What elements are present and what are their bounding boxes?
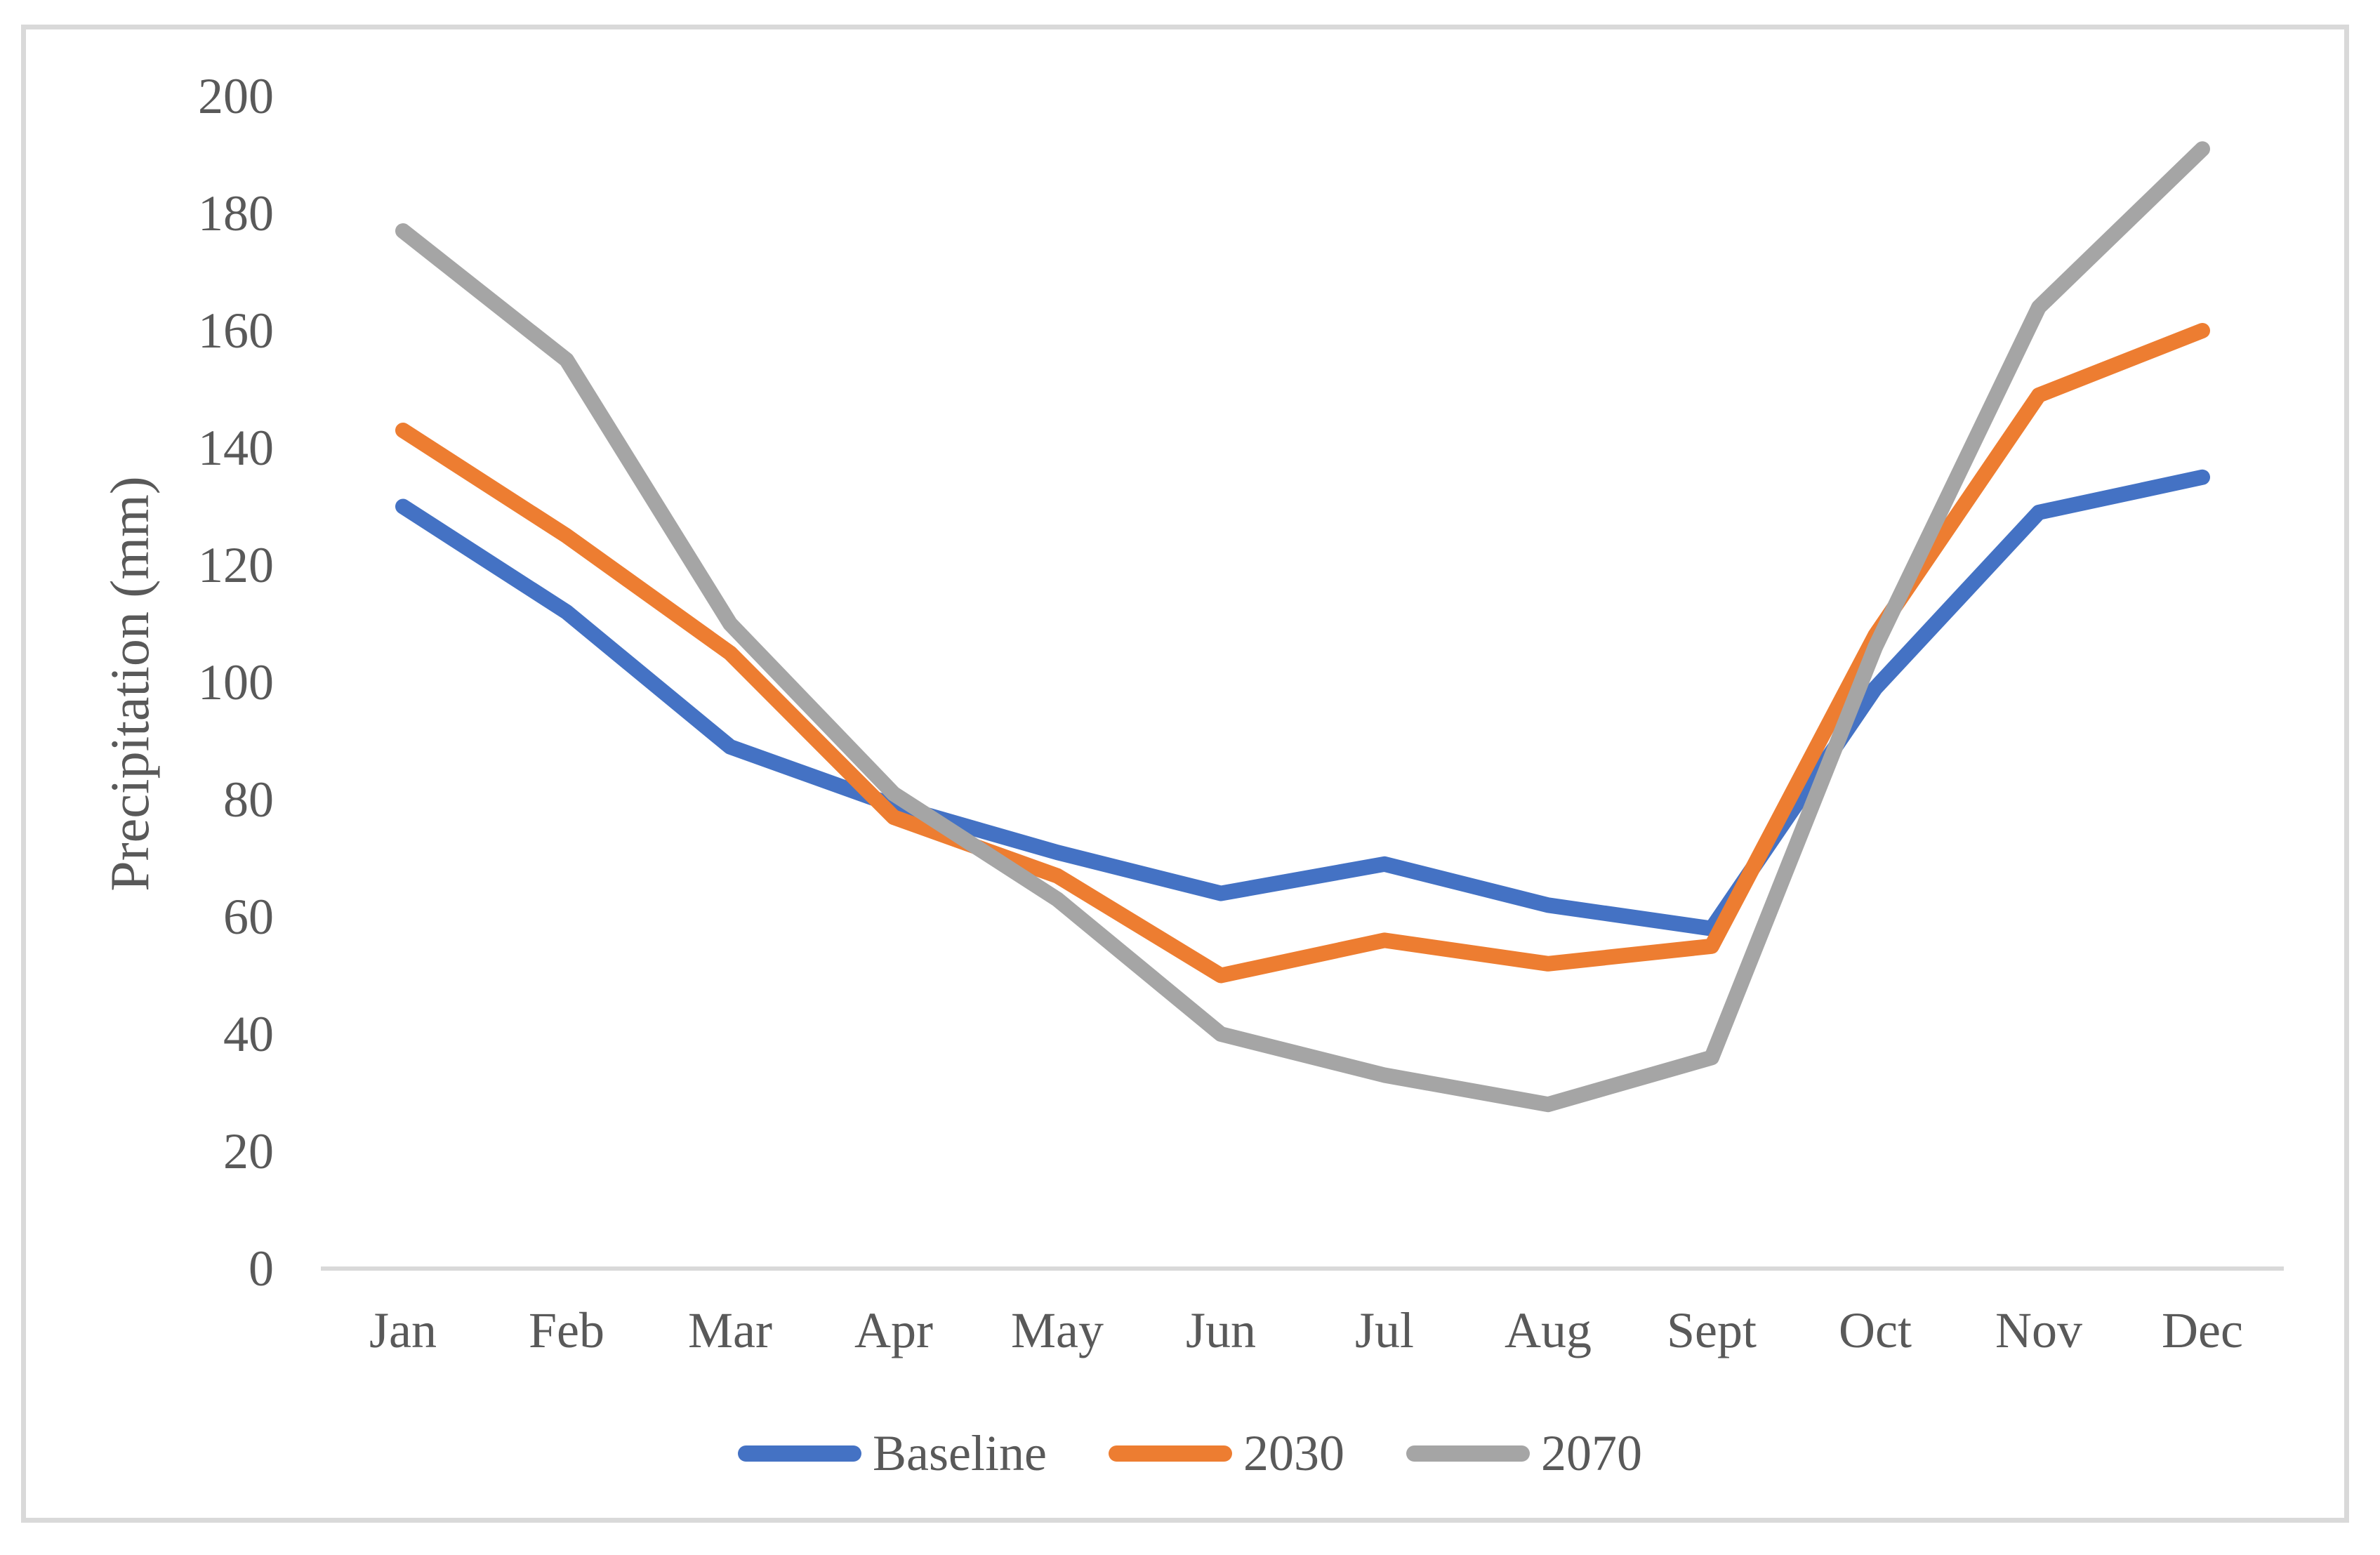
legend-item-2030: 2030 xyxy=(1108,1420,1344,1487)
x-tick-label-nov: Nov xyxy=(1995,1302,2082,1358)
x-tick-label-apr: Apr xyxy=(854,1302,933,1358)
y-tick-label: 180 xyxy=(198,185,274,241)
y-tick-label: 20 xyxy=(223,1123,274,1179)
x-tick-label-sept: Sept xyxy=(1666,1302,1757,1358)
legend-label: Baseline xyxy=(873,1425,1047,1481)
y-tick-label: 120 xyxy=(198,537,274,593)
x-tick-label-aug: Aug xyxy=(1505,1302,1592,1358)
legend-swatch-2030 xyxy=(1108,1445,1232,1462)
y-tick-label: 100 xyxy=(198,654,274,710)
y-tick-label: 160 xyxy=(198,303,274,359)
y-tick-label: 80 xyxy=(223,772,274,828)
legend-item-baseline: Baseline xyxy=(738,1420,1047,1487)
x-tick-label-mar: Mar xyxy=(688,1302,772,1358)
y-tick-label: 200 xyxy=(198,68,274,124)
y-tick-label: 60 xyxy=(223,889,274,945)
legend: Baseline 2030 2070 xyxy=(0,1420,2380,1487)
series-line-baseline xyxy=(395,469,2210,937)
legend-swatch-baseline xyxy=(738,1445,862,1462)
legend-label: 2030 xyxy=(1243,1425,1344,1481)
legend-label: 2070 xyxy=(1540,1425,1642,1481)
x-tick-label-jul: Jul xyxy=(1354,1302,1415,1358)
x-tick-label-oct: Oct xyxy=(1839,1302,1912,1358)
chart-border xyxy=(21,25,2349,1523)
y-tick-label: 0 xyxy=(249,1240,274,1297)
legend-item-2070: 2070 xyxy=(1406,1420,1642,1487)
x-tick-label-feb: Feb xyxy=(529,1302,604,1358)
y-tick-label: 140 xyxy=(198,420,274,476)
series-line-2070 xyxy=(395,141,2210,1113)
x-tick-label-jan: Jan xyxy=(369,1302,437,1358)
legend-swatch-2070 xyxy=(1406,1445,1530,1462)
y-tick-label: 40 xyxy=(223,1006,274,1062)
x-tick-label-may: May xyxy=(1011,1302,1104,1358)
x-tick-label-dec: Dec xyxy=(2162,1302,2243,1358)
x-tick-label-jun: Jun xyxy=(1185,1302,1257,1358)
